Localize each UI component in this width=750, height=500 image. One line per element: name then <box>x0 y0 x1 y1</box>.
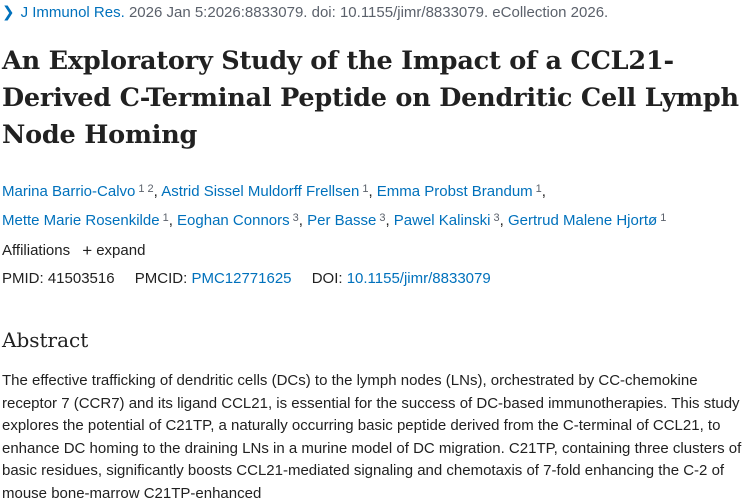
author-item: Eoghan Connors 3 <box>177 212 299 229</box>
author-link[interactable]: Pawel Kalinski <box>393 212 491 229</box>
journal-link[interactable]: J Immunol Res. <box>20 4 125 21</box>
abstract-heading: Abstract <box>2 328 89 352</box>
author-link[interactable]: Astrid Sissel Muldorff Frellsen <box>161 183 360 200</box>
affiliation-ref[interactable]: 1 2 <box>138 183 154 195</box>
pmid-label: PMID: <box>2 270 44 287</box>
authors-list: Marina Barrio-Calvo 1 2, Astrid Sissel Mu… <box>2 183 667 229</box>
pmid-group: PMID: 41503516 <box>2 270 115 287</box>
author-link[interactable]: Per Basse <box>307 212 377 229</box>
chevron-right-icon[interactable]: ❯ <box>2 4 15 21</box>
author-link[interactable]: Emma Probst Brandum <box>376 183 533 200</box>
citation-line: ❯ J Immunol Res. 2026 Jan 5:2026:8833079.… <box>2 4 608 22</box>
author-link[interactable]: Eoghan Connors <box>177 212 290 229</box>
affiliations-row: Affiliations + expand <box>2 241 145 261</box>
expand-label: expand <box>96 242 146 259</box>
article-ids: PMID: 41503516 PMCID: PMC12771625 DOI: 1… <box>2 269 507 289</box>
author-link[interactable]: Marina Barrio-Calvo <box>2 183 136 200</box>
doi-link[interactable]: 10.1155/jimr/8833079 <box>346 270 491 287</box>
affiliation-ref[interactable]: 3 <box>379 212 386 224</box>
affiliation-ref[interactable]: 3 <box>292 212 299 224</box>
author-item: Emma Probst Brandum 1 <box>377 183 542 200</box>
doi-label: DOI: <box>311 270 343 287</box>
author-item: Pawel Kalinski 3 <box>394 212 500 229</box>
author-link[interactable]: Gertrud Malene Hjortø <box>507 212 658 229</box>
plus-icon: + <box>82 241 93 260</box>
abstract-text: The effective trafficking of dendritic c… <box>2 372 742 500</box>
affiliation-ref[interactable]: 1 <box>660 212 667 224</box>
affiliation-ref[interactable]: 3 <box>493 212 500 224</box>
pmid-value: 41503516 <box>47 270 115 287</box>
author-link[interactable]: Mette Marie Rosenkilde <box>2 212 160 229</box>
pmcid-label: PMCID: <box>134 270 188 287</box>
affiliation-ref[interactable]: 1 <box>535 183 542 195</box>
author-item: Marina Barrio-Calvo 1 2 <box>2 183 154 200</box>
doi-group: DOI: 10.1155/jimr/8833079 <box>312 270 491 287</box>
citation-details: 2026 Jan 5:2026:8833079. doi: 10.1155/ji… <box>124 4 609 21</box>
pmcid-link[interactable]: PMC12771625 <box>191 270 292 287</box>
author-item: Mette Marie Rosenkilde 1 <box>2 212 169 229</box>
author-item: Per Basse 3 <box>307 212 385 229</box>
article-title: An Exploratory Study of the Impact of a … <box>2 46 739 150</box>
affiliation-ref[interactable]: 1 <box>362 183 369 195</box>
affiliations-label: Affiliations <box>2 242 71 259</box>
affiliation-ref[interactable]: 1 <box>162 212 169 224</box>
affiliations-expand-button[interactable]: + expand <box>82 241 146 260</box>
pmcid-group: PMCID: PMC12771625 <box>135 270 292 287</box>
author-item: Astrid Sissel Muldorff Frellsen 1 <box>161 183 368 200</box>
author-item: Gertrud Malene Hjortø 1 <box>508 212 666 229</box>
